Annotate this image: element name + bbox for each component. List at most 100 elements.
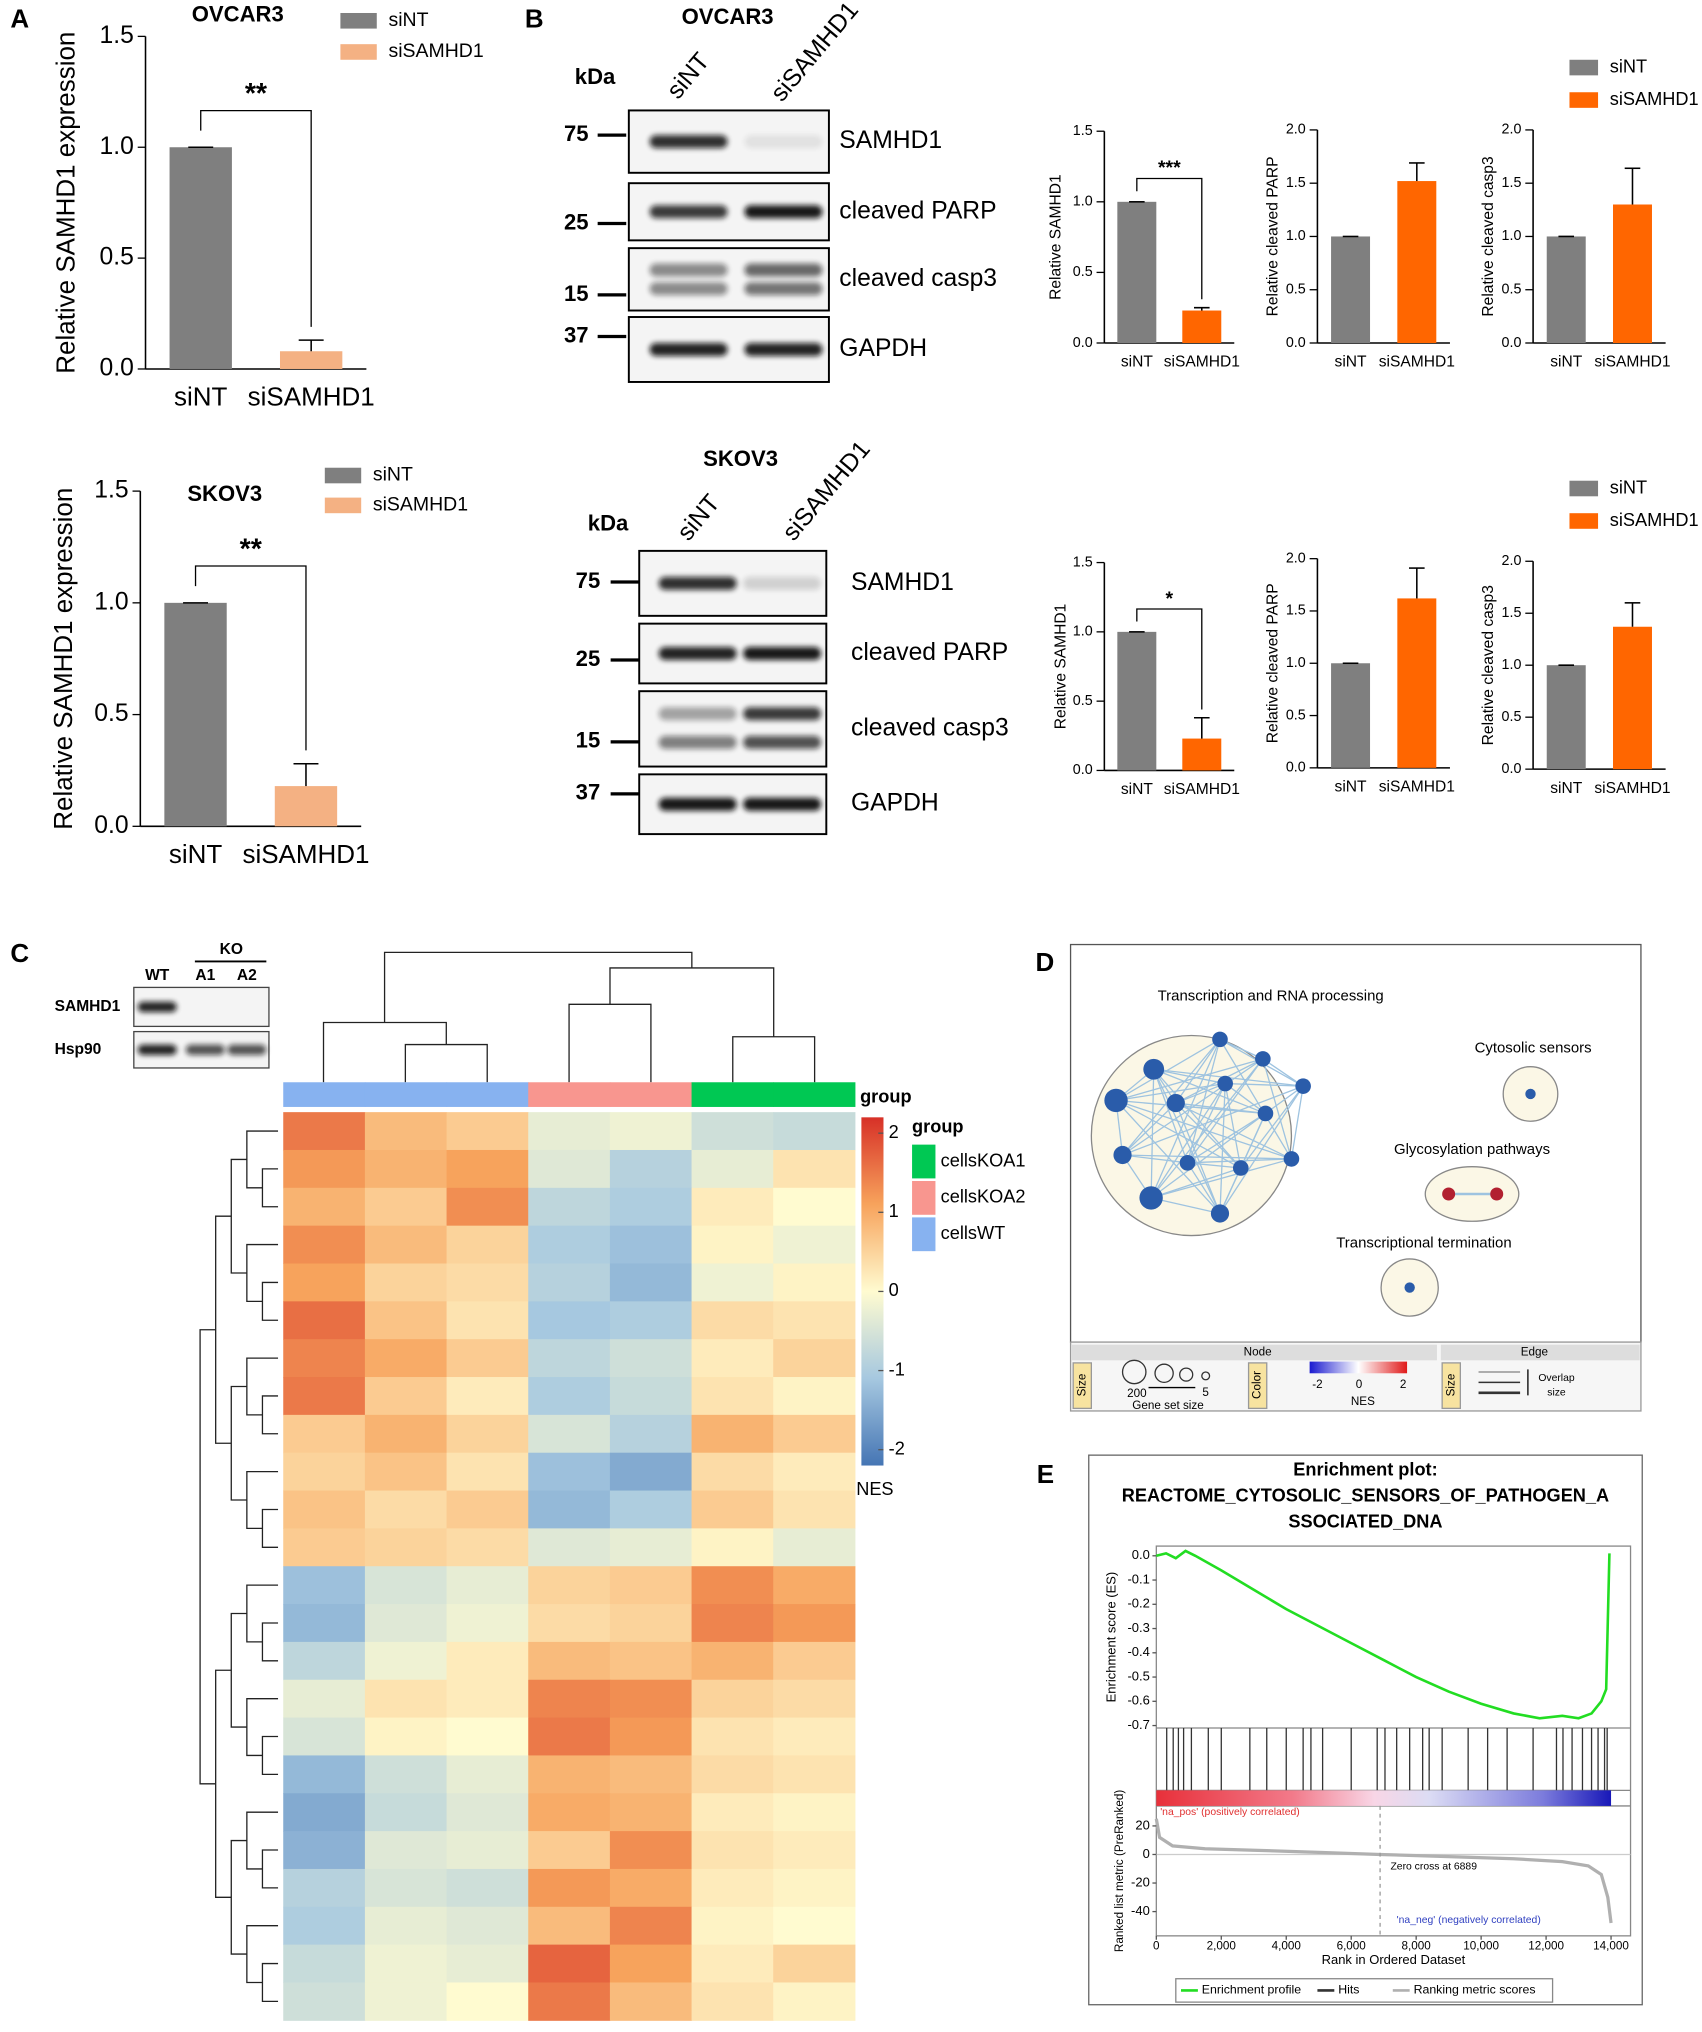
network-node (1232, 1160, 1249, 1176)
network-diagram: Transcription and RNA processing Cytosoli… (1069, 943, 1642, 1412)
network-node (1295, 1078, 1311, 1094)
network-edge (1219, 1039, 1292, 1160)
heatmap-cell (364, 1452, 448, 1492)
legend-key-box (1441, 1362, 1461, 1410)
lane-label: siNT (662, 48, 715, 104)
bar (1546, 236, 1586, 343)
heatmap-cell (773, 1906, 856, 1946)
legend-swatch (912, 1181, 936, 1215)
legend-box (1175, 1978, 1554, 2003)
x-tick-label: siSAMHD1 (1164, 781, 1240, 798)
y-tick-label: -0.3 (1127, 1620, 1149, 1635)
heatmap-cell (364, 1679, 448, 1719)
heatmap-cell (446, 1377, 529, 1416)
legend-header-label: Edge (1521, 1346, 1548, 1359)
legend-circle (1201, 1371, 1211, 1381)
heatmap-cell (773, 1187, 856, 1227)
x-tick-label: 10,000 (1463, 1939, 1499, 1952)
heatmap-cell (528, 1641, 611, 1681)
heatmap-cell (283, 1831, 366, 1870)
heatmap-cell (283, 1490, 366, 1529)
y-tick-label: -0.5 (1127, 1668, 1149, 1683)
legend-swatch (340, 44, 377, 60)
y-tick-label: 0.5 (1286, 707, 1306, 723)
heatmap-cell (446, 1225, 529, 1265)
network-edge (1122, 1154, 1188, 1164)
y-tick-label: 0.0 (1286, 760, 1306, 776)
heatmap-cell (364, 1793, 448, 1832)
network-edge (1150, 1039, 1221, 1199)
network-edge (1115, 1058, 1264, 1102)
legend-label: Ranking metric scores (1414, 1983, 1536, 1997)
heatmap-cell (609, 1187, 693, 1227)
protein-label: cleaved PARP (839, 197, 996, 224)
heatmap-cell (446, 1755, 529, 1794)
heatmap-cell (283, 1641, 366, 1681)
heatmap-cell (283, 1452, 366, 1492)
protein-label: cleaved casp3 (851, 714, 1009, 741)
heatmap-cell (446, 1604, 529, 1643)
bar-chart: 0.0 0.5 1.0 1.5 2.0 Relative cleaved casp3 siN… (1480, 477, 1699, 796)
panel-label: C (10, 938, 29, 968)
heatmap-cell (446, 1452, 529, 1492)
legend-key-box (1247, 1362, 1268, 1410)
colorbar-tick-label: 0 (889, 1280, 899, 1300)
legend-swatch (1569, 480, 1599, 497)
y-tick-label: -20 (1131, 1874, 1150, 1889)
network-edge (1150, 1112, 1266, 1199)
heatmap-cell (773, 1831, 856, 1870)
network-edge (1153, 1068, 1221, 1214)
network-edge (1224, 1083, 1242, 1169)
network-edge (1186, 1162, 1221, 1214)
heatmap-cell (528, 1755, 611, 1794)
heatmap-cell (773, 1528, 856, 1567)
blot-box (638, 690, 828, 768)
marker-label: 15 (564, 281, 589, 306)
heatmap-cell (609, 1301, 693, 1340)
y-tick-label: 0.0 (1132, 1547, 1150, 1562)
legend-label: siSAMHD1 (373, 494, 468, 516)
heatmap-cell (283, 1566, 366, 1605)
heatmap-cell (364, 1414, 448, 1454)
blot-band (649, 135, 728, 149)
network-edge (1122, 1154, 1292, 1160)
y-tick-label: 1.0 (1286, 228, 1306, 244)
dendrogram-branch (322, 951, 816, 1083)
heatmap-cell (773, 1149, 856, 1189)
network-edge (1115, 1038, 1221, 1102)
legend-key-box (1072, 1362, 1093, 1410)
y-tick-label: -0.2 (1127, 1596, 1149, 1611)
blot-band (137, 1044, 177, 1055)
significance-bracket (1136, 177, 1203, 300)
y-tick-label: -40 (1131, 1903, 1150, 1918)
legend-label: siNT (1610, 56, 1647, 76)
y-axis-label: Relative cleaved PARP (1264, 583, 1281, 743)
heatmap-cell (773, 1982, 856, 2021)
panel-label: A (10, 4, 29, 34)
blot-band (658, 735, 737, 749)
heatmap-cell (773, 1377, 856, 1416)
network-node (1255, 1051, 1271, 1067)
y-tick-label: -0.7 (1127, 1717, 1149, 1732)
chart-title: OVCAR3 (192, 1, 284, 26)
legend-swatch (912, 1144, 936, 1179)
legend-label: siSAMHD1 (388, 40, 483, 62)
heatmap-cell (364, 1112, 448, 1151)
heatmap-cell (446, 1301, 529, 1340)
heatmap-cell (364, 1755, 448, 1794)
heatmap-cell (773, 1793, 856, 1832)
chart-title: SSOCIATED_DNA (1288, 1511, 1442, 1531)
x-tick-label: siNT (174, 382, 228, 412)
y-axis-label: Enrichment score (ES) (1104, 1572, 1119, 1703)
heatmap-cell (609, 1225, 693, 1265)
y-tick-label: 1.5 (94, 477, 128, 504)
y-tick-label: 0.5 (1502, 282, 1522, 298)
lane-label: WT (145, 967, 170, 984)
x-tick-label: siSAMHD1 (242, 839, 369, 869)
heatmap-cell (528, 1868, 611, 1908)
heatmap-cell (773, 1604, 856, 1643)
heatmap-cell (691, 1528, 774, 1567)
heatmap-cell (364, 1604, 448, 1643)
network-edge (1150, 1069, 1155, 1198)
network-edge (1187, 1112, 1266, 1164)
